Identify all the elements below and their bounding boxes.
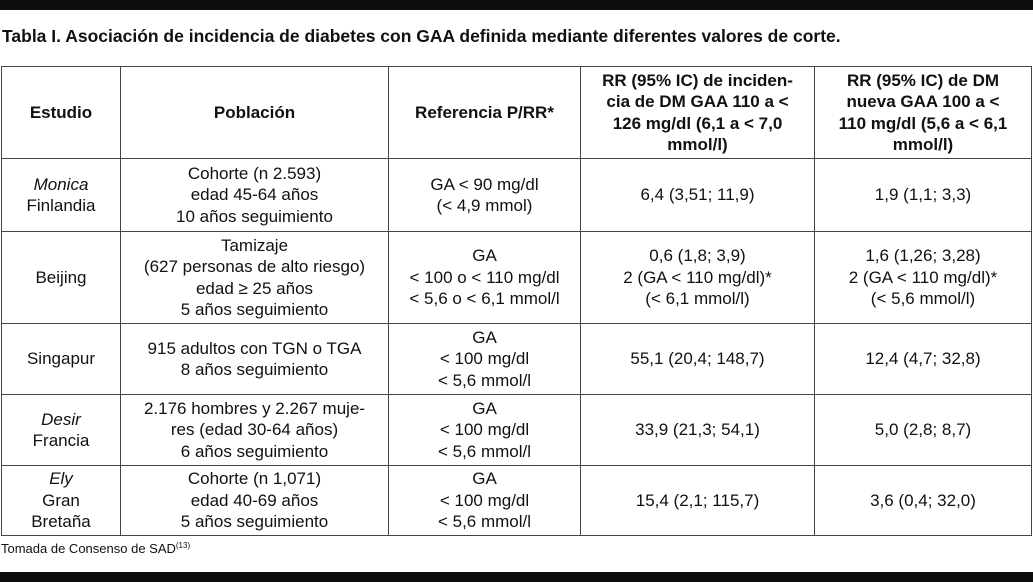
cell-poblacion: Tamizaje (627 personas de alto riesgo) e… xyxy=(120,231,389,324)
table-row: Ely Gran Bretaña Cohorte (n 1,071) edad … xyxy=(1,465,1032,536)
header-row: Estudio Población Referencia P/RR* RR (9… xyxy=(1,66,1032,159)
cell-referencia: GA < 100 mg/dl < 5,6 mmol/l xyxy=(388,394,581,466)
cell-referencia: GA < 90 mg/dl (< 4,9 mmol) xyxy=(388,158,581,232)
estudio-line-2: Bretaña xyxy=(31,512,91,532)
cell-rr-100: 1,9 (1,1; 3,3) xyxy=(814,158,1032,232)
cell-estudio: Beijing xyxy=(1,231,121,324)
source-note: Tomada de Consenso de SAD(13) xyxy=(1,541,190,556)
cell-rr-110: 6,4 (3,51; 11,9) xyxy=(580,158,815,232)
cell-referencia: GA < 100 mg/dl < 5,6 mmol/l xyxy=(388,465,581,536)
header-estudio: Estudio xyxy=(1,66,121,159)
cell-rr-110: 0,6 (1,8; 3,9) 2 (GA < 110 mg/dl)* (< 6,… xyxy=(580,231,815,324)
cell-rr-100: 5,0 (2,8; 8,7) xyxy=(814,394,1032,466)
cell-poblacion: 915 adultos con TGN o TGA 8 años seguimi… xyxy=(120,323,389,395)
header-rr-110: RR (95% IC) de inciden- cia de DM GAA 11… xyxy=(580,66,815,159)
top-rule xyxy=(0,0,1033,10)
cell-poblacion: Cohorte (n 2.593) edad 45-64 años 10 año… xyxy=(120,158,389,232)
cell-estudio: Singapur xyxy=(1,323,121,395)
table-row: Singapur 915 adultos con TGN o TGA 8 año… xyxy=(1,323,1032,395)
cell-rr-110: 55,1 (20,4; 148,7) xyxy=(580,323,815,395)
bottom-rule xyxy=(0,572,1033,582)
cell-rr-100: 1,6 (1,26; 3,28) 2 (GA < 110 mg/dl)* (< … xyxy=(814,231,1032,324)
table-row: Monica Finlandia Cohorte (n 2.593) edad … xyxy=(1,158,1032,232)
data-table: Estudio Población Referencia P/RR* RR (9… xyxy=(1,66,1032,536)
source-ref: (13) xyxy=(175,541,191,550)
cell-poblacion: Cohorte (n 1,071) edad 40-69 años 5 años… xyxy=(120,465,389,536)
cell-rr-100: 12,4 (4,7; 32,8) xyxy=(814,323,1032,395)
table-row: Desir Francia 2.176 hombres y 2.267 muje… xyxy=(1,394,1032,466)
cell-estudio: Desir Francia xyxy=(1,394,121,466)
estudio-line-1: Gran xyxy=(42,490,80,510)
table-row: Beijing Tamizaje (627 personas de alto r… xyxy=(1,231,1032,324)
source-text: Tomada de Consenso de SAD xyxy=(1,541,176,556)
cell-rr-110: 15,4 (2,1; 115,7) xyxy=(580,465,815,536)
header-rr-100: RR (95% IC) de DM nueva GAA 100 a < 110 … xyxy=(814,66,1032,159)
cell-rr-110: 33,9 (21,3; 54,1) xyxy=(580,394,815,466)
cell-estudio: Monica Finlandia xyxy=(1,158,121,232)
cell-referencia: GA < 100 o < 110 mg/dl < 5,6 o < 6,1 mmo… xyxy=(388,231,581,324)
cell-poblacion: 2.176 hombres y 2.267 muje- res (edad 30… xyxy=(120,394,389,466)
cell-referencia: GA < 100 mg/dl < 5,6 mmol/l xyxy=(388,323,581,395)
header-poblacion: Población xyxy=(120,66,389,159)
header-referencia: Referencia P/RR* xyxy=(388,66,581,159)
cell-rr-100: 3,6 (0,4; 32,0) xyxy=(814,465,1032,536)
table-title: Tabla I. Asociación de incidencia de dia… xyxy=(2,26,841,46)
cell-estudio: Ely Gran Bretaña xyxy=(1,465,121,536)
